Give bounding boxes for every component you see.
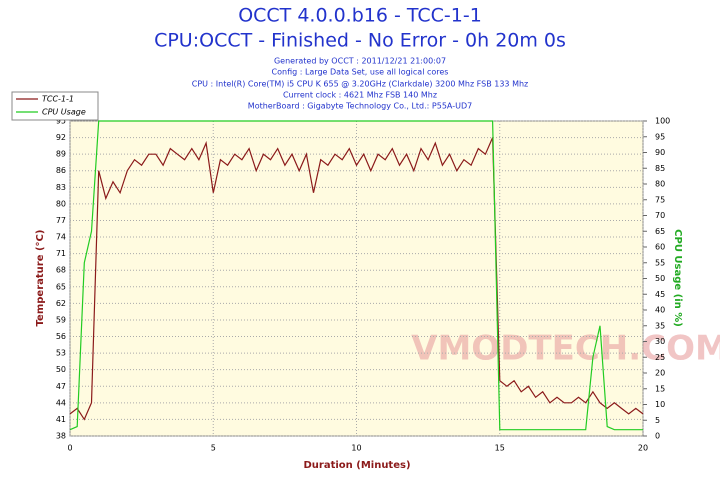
y2-tick-label: 50 <box>655 274 665 283</box>
legend-label: TCC-1-1 <box>42 95 74 104</box>
info-line: Current clock : 4621 Mhz FSB 140 Mhz <box>283 91 437 100</box>
y2-tick-label: 70 <box>655 211 665 220</box>
chart-subtitle: CPU:OCCT - Finished - No Error - 0h 20m … <box>154 30 566 52</box>
y2-tick-label: 45 <box>655 290 665 299</box>
y2-tick-label: 5 <box>655 416 660 425</box>
y-tick-label: 68 <box>56 266 66 275</box>
y2-tick-label: 30 <box>655 337 665 346</box>
y-tick-label: 95 <box>56 117 66 126</box>
y-tick-label: 56 <box>56 332 66 341</box>
y-tick-label: 77 <box>56 216 66 225</box>
y2-tick-label: 85 <box>655 164 665 173</box>
y2-tick-label: 65 <box>655 227 665 236</box>
y-axis-label: Temperature (°C) <box>35 230 46 327</box>
info-line: MotherBoard : Gigabyte Technology Co., L… <box>248 102 472 111</box>
y2-tick-label: 10 <box>655 400 665 409</box>
y2-tick-label: 35 <box>655 321 665 330</box>
info-line: Config : Large Data Set, use all logical… <box>272 68 449 77</box>
x-tick-label: 20 <box>638 444 648 453</box>
info-line: CPU : Intel(R) Core(TM) i5 CPU K 655 @ 3… <box>192 80 528 89</box>
legend-label: CPU Usage <box>42 108 86 117</box>
y2-tick-label: 80 <box>655 180 665 189</box>
y-tick-label: 62 <box>56 299 66 308</box>
y2-tick-label: 15 <box>655 384 665 393</box>
y2-tick-label: 90 <box>655 148 665 157</box>
y-tick-label: 65 <box>56 282 66 291</box>
y2-axis-label: CPU Usage (in %) <box>672 229 683 327</box>
y-tick-label: 44 <box>56 398 66 407</box>
y2-tick-label: 55 <box>655 258 665 267</box>
series-line <box>69 120 643 431</box>
series-line <box>69 137 644 421</box>
y-tick-label: 83 <box>56 183 66 192</box>
y-tick-label: 53 <box>56 349 66 358</box>
y2-tick-label: 100 <box>655 117 670 126</box>
x-axis-label: Duration (Minutes) <box>303 460 410 471</box>
y-tick-label: 86 <box>56 166 66 175</box>
x-tick-label: 5 <box>211 444 216 453</box>
y-tick-label: 74 <box>56 233 66 242</box>
chart-title: OCCT 4.0.0.b16 - TCC-1-1 <box>238 5 482 27</box>
y-tick-label: 50 <box>56 365 66 374</box>
y2-tick-label: 20 <box>655 369 665 378</box>
legend-box <box>11 91 99 121</box>
y-tick-label: 80 <box>56 199 66 208</box>
x-tick-label: 0 <box>67 444 72 453</box>
y2-tick-label: 60 <box>655 243 665 252</box>
y-tick-label: 71 <box>56 249 66 258</box>
y-tick-label: 89 <box>56 150 66 159</box>
y-tick-label: 41 <box>56 415 66 424</box>
y-tick-label: 59 <box>56 315 66 324</box>
y2-tick-label: 95 <box>655 132 665 141</box>
y-tick-label: 92 <box>56 133 66 142</box>
x-tick-label: 10 <box>351 444 361 453</box>
plot-area <box>69 120 644 437</box>
x-tick-label: 15 <box>495 444 505 453</box>
info-line: Generated by OCCT : 2011/12/21 21:00:07 <box>274 57 446 66</box>
y-tick-label: 38 <box>56 432 66 441</box>
y-tick-label: 47 <box>56 382 66 391</box>
y2-tick-label: 25 <box>655 353 665 362</box>
y2-tick-label: 0 <box>655 432 660 441</box>
y2-tick-label: 75 <box>655 195 665 204</box>
y2-tick-label: 40 <box>655 306 665 315</box>
watermark: VMODTECH.COM <box>411 329 720 369</box>
